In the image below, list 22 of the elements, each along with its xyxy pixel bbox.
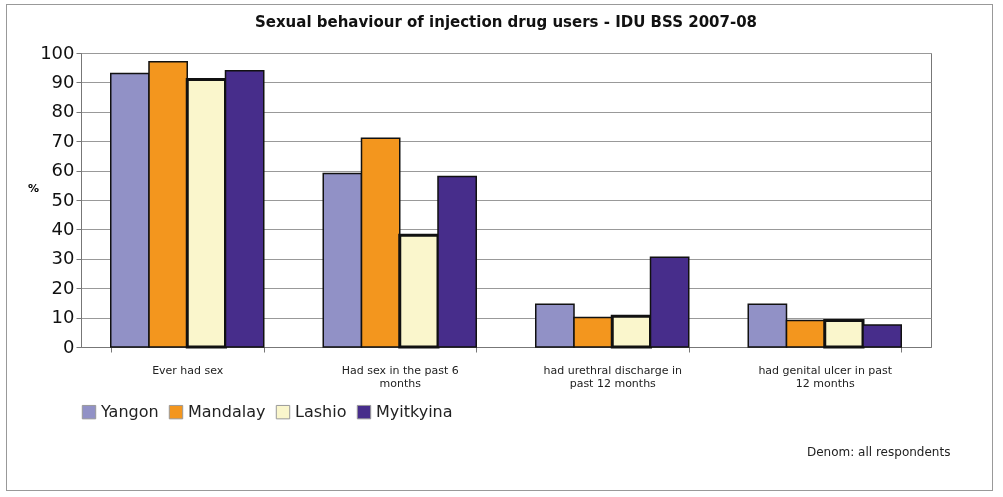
x-tick-label: Ever had sex — [152, 363, 224, 377]
y-tick-label: 100 — [40, 41, 75, 63]
x-tick-label: had urethral discharge in past 12 months — [543, 363, 682, 390]
x-tick-label: Had sex in the past 6 months — [341, 363, 459, 390]
x-tick-label: had genital ulcer in past 12 months — [758, 363, 893, 390]
legend-label: Mandalay — [188, 402, 266, 422]
y-tick-label: 10 — [51, 306, 75, 328]
legend-label: Lashio — [295, 402, 347, 422]
y-tick-label: 90 — [51, 70, 75, 92]
y-tick-label: 30 — [51, 247, 75, 269]
y-tick-label: 50 — [51, 188, 75, 210]
chart-title: Sexual behaviour of injection drug users - IDU BSS 2007-08 — [254, 13, 758, 31]
y-tick-label: 60 — [51, 159, 75, 181]
y-tick-label: 20 — [51, 276, 75, 298]
y-tick-label: 80 — [51, 100, 75, 122]
y-tick-label: 0 — [63, 335, 75, 357]
y-tick-label: 70 — [51, 129, 75, 151]
text: Denom: all respondents — [807, 445, 951, 459]
legend-label: Myitkyina — [376, 402, 453, 422]
y-axis-title: % — [27, 181, 40, 195]
legend-label: Yangon — [100, 402, 159, 422]
y-tick-label: 40 — [51, 217, 75, 239]
